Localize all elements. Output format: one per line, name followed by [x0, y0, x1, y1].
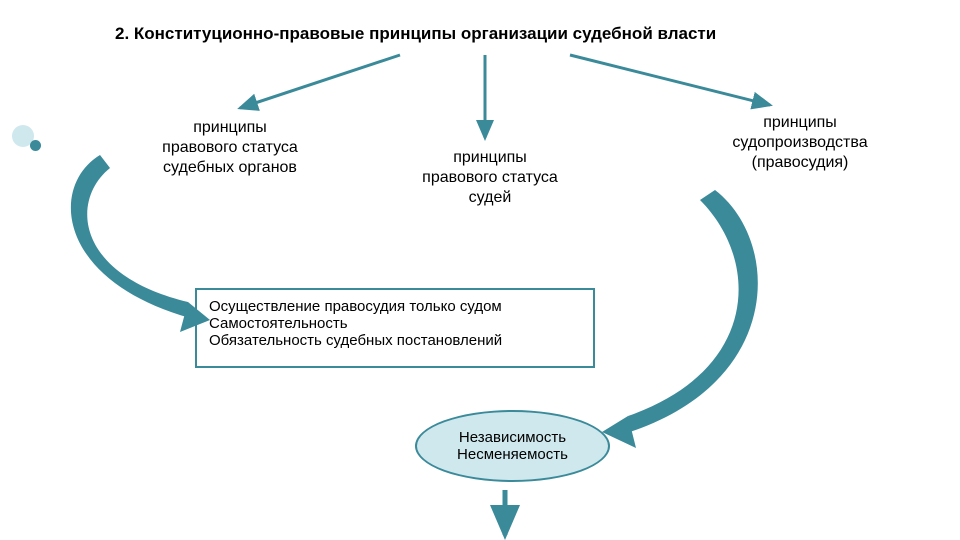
independence-ellipse-label: НезависимостьНесменяемость	[457, 429, 568, 463]
principles-box: Осуществление правосудия только судомСам…	[195, 288, 595, 368]
swoosh-left-icon	[71, 155, 190, 318]
arrow-title-right	[570, 55, 770, 105]
diagram-title: 2. Конституционно-правовые принципы орга…	[115, 24, 716, 44]
category-left: принципыправового статусасудебных органо…	[130, 118, 330, 178]
swoosh-right-icon	[628, 190, 758, 432]
bullet-inner-icon	[30, 140, 41, 151]
category-right: принципысудопроизводства(правосудия)	[695, 113, 905, 173]
arrow-title-left	[240, 55, 400, 108]
category-center: принципыправового статусасудей	[395, 148, 585, 208]
independence-ellipse: НезависимостьНесменяемость	[415, 410, 610, 482]
